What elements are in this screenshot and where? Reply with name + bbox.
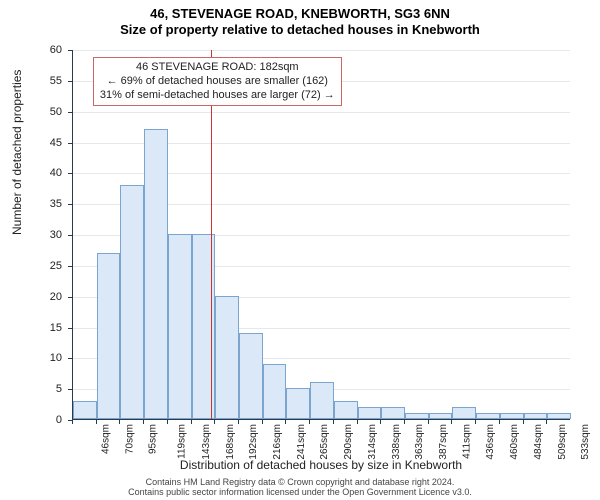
y-tick-label: 25 xyxy=(50,260,68,272)
x-tick-label: 484sqm xyxy=(533,424,544,460)
y-tick-label: 30 xyxy=(50,229,68,241)
histogram-bar xyxy=(381,407,405,419)
x-tick-mark xyxy=(96,420,97,424)
x-tick-label: 533sqm xyxy=(580,424,591,460)
x-tick-mark xyxy=(214,420,215,424)
x-tick-label: 265sqm xyxy=(320,424,331,460)
annotation-line: ← 69% of detached houses are smaller (16… xyxy=(100,75,335,89)
annotation-line: 46 STEVENAGE ROAD: 182sqm xyxy=(100,61,335,75)
y-tick-label: 55 xyxy=(50,75,68,87)
gridline-h xyxy=(73,112,570,113)
histogram-bar xyxy=(476,413,500,419)
x-tick-mark xyxy=(499,420,500,424)
y-tick-label: 60 xyxy=(50,44,68,56)
x-tick-label: 143sqm xyxy=(201,424,212,460)
histogram-bar xyxy=(286,388,310,419)
histogram-bar xyxy=(334,401,358,420)
histogram-bar xyxy=(120,185,144,419)
x-tick-label: 216sqm xyxy=(272,424,283,460)
histogram-bar xyxy=(500,413,524,419)
x-tick-label: 290sqm xyxy=(343,424,354,460)
histogram-bar xyxy=(429,413,453,419)
x-axis-label: Distribution of detached houses by size … xyxy=(72,458,570,472)
x-tick-mark xyxy=(143,420,144,424)
x-tick-mark xyxy=(72,420,73,424)
histogram-bar xyxy=(144,129,168,419)
y-tick-label: 20 xyxy=(50,291,68,303)
y-tick-label: 50 xyxy=(50,106,68,118)
x-tick-label: 460sqm xyxy=(509,424,520,460)
gridline-h xyxy=(73,50,570,51)
x-tick-label: 70sqm xyxy=(124,424,135,454)
histogram-bar xyxy=(310,382,334,419)
y-tick-label: 0 xyxy=(56,414,68,426)
x-tick-label: 387sqm xyxy=(438,424,449,460)
y-axis-ticks: 051015202530354045505560 xyxy=(0,50,68,420)
x-tick-label: 338sqm xyxy=(391,424,402,460)
x-tick-label: 314sqm xyxy=(367,424,378,460)
x-tick-mark xyxy=(285,420,286,424)
x-tick-label: 119sqm xyxy=(176,424,187,459)
x-tick-label: 95sqm xyxy=(148,424,159,454)
histogram-bar xyxy=(168,234,192,419)
x-tick-label: 168sqm xyxy=(225,424,236,460)
histogram-bar xyxy=(97,253,121,420)
x-tick-label: 241sqm xyxy=(296,424,307,460)
histogram-bar xyxy=(547,413,571,419)
x-tick-mark xyxy=(238,420,239,424)
histogram-bar xyxy=(524,413,548,419)
x-tick-mark xyxy=(451,420,452,424)
x-tick-label: 509sqm xyxy=(557,424,568,460)
x-tick-mark xyxy=(523,420,524,424)
y-tick-label: 40 xyxy=(50,167,68,179)
y-tick-label: 15 xyxy=(50,322,68,334)
x-tick-mark xyxy=(357,420,358,424)
x-tick-mark xyxy=(167,420,168,424)
x-tick-label: 192sqm xyxy=(248,424,259,460)
x-tick-mark xyxy=(475,420,476,424)
histogram-bar xyxy=(405,413,429,419)
x-tick-mark xyxy=(262,420,263,424)
x-tick-mark xyxy=(404,420,405,424)
x-tick-mark xyxy=(546,420,547,424)
x-tick-mark xyxy=(119,420,120,424)
x-tick-label: 436sqm xyxy=(486,424,497,460)
y-tick-label: 5 xyxy=(56,383,68,395)
x-tick-mark xyxy=(309,420,310,424)
y-tick-label: 45 xyxy=(50,137,68,149)
histogram-bar xyxy=(73,401,97,420)
x-tick-label: 363sqm xyxy=(414,424,425,460)
footer-line-2: Contains public sector information licen… xyxy=(0,488,600,498)
histogram-bar xyxy=(452,407,476,419)
annotation-line: 31% of semi-detached houses are larger (… xyxy=(100,89,335,103)
page-title: 46, STEVENAGE ROAD, KNEBWORTH, SG3 6NN xyxy=(0,6,600,22)
histogram-bar xyxy=(358,407,382,419)
annotation-box: 46 STEVENAGE ROAD: 182sqm← 69% of detach… xyxy=(93,57,342,106)
chart-plot-area: 46 STEVENAGE ROAD: 182sqm← 69% of detach… xyxy=(72,50,570,420)
x-tick-mark xyxy=(428,420,429,424)
x-tick-label: 411sqm xyxy=(461,424,472,459)
x-tick-mark xyxy=(333,420,334,424)
histogram-bar xyxy=(263,364,287,420)
x-tick-mark xyxy=(191,420,192,424)
histogram-bar xyxy=(215,296,239,419)
y-tick-label: 35 xyxy=(50,198,68,210)
y-tick-label: 10 xyxy=(50,352,68,364)
page-subtitle: Size of property relative to detached ho… xyxy=(0,22,600,38)
histogram-bar xyxy=(239,333,263,419)
x-tick-label: 46sqm xyxy=(101,424,112,454)
attribution-footer: Contains HM Land Registry data © Crown c… xyxy=(0,478,600,498)
x-tick-mark xyxy=(380,420,381,424)
